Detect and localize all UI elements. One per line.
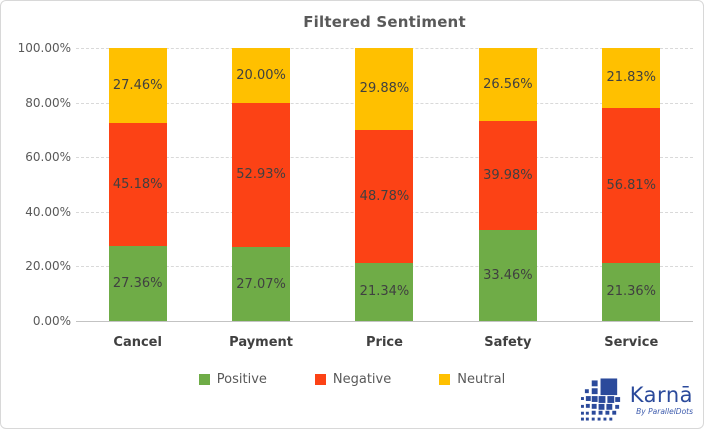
karna-logo: Karnā By ParallelDots xyxy=(580,377,693,423)
bar-segment-neutral[interactable]: 26.56% xyxy=(478,48,537,121)
y-axis-tick-label: 0.00% xyxy=(32,314,71,328)
x-axis: Cancel Payment Price Safety Service xyxy=(76,335,693,350)
legend-swatch-icon xyxy=(198,374,210,385)
bar-value-label: 27.46% xyxy=(112,78,163,93)
bar-value-label: 27.36% xyxy=(112,276,163,292)
bar-segment-negative[interactable]: 39.98% xyxy=(478,120,537,230)
brand-byline: By ParallelDots xyxy=(636,406,693,416)
legend-label: Neutral xyxy=(457,372,506,387)
legend-item-positive[interactable]: Positive xyxy=(198,372,267,387)
plot-area: 27.36% 45.18% 27.46% 27.07% 52.93% 20.00% 21.3… xyxy=(76,48,693,322)
y-axis-tick-label: 60.00% xyxy=(25,150,71,165)
y-axis-tick-label: 20.00% xyxy=(25,259,71,274)
chart-title: Filtered Sentiment xyxy=(303,13,466,31)
bar-value-label: 39.98% xyxy=(483,167,533,183)
y-axis-tick-label: 40.00% xyxy=(25,204,71,219)
bar-segment-positive[interactable]: 21.34% xyxy=(355,262,414,321)
bar-segment-negative[interactable]: 52.93% xyxy=(232,102,291,248)
bar-value-label: 56.81% xyxy=(606,177,657,193)
bar-value-label: 27.07% xyxy=(236,276,286,292)
y-axis-tick-label: 100.00% xyxy=(17,41,71,55)
bar-value-label: 21.83% xyxy=(606,70,657,86)
legend-label: Negative xyxy=(332,372,392,387)
legend-swatch-icon xyxy=(314,374,326,385)
bar-segment-positive[interactable]: 33.46% xyxy=(478,229,537,321)
legend-item-negative[interactable]: Negative xyxy=(314,372,392,387)
bar-segment-neutral[interactable]: 21.83% xyxy=(602,48,661,108)
x-axis-category-label: Price xyxy=(366,335,403,350)
legend-swatch-icon xyxy=(439,374,451,385)
brand-name: Karnā xyxy=(629,382,693,407)
gridline xyxy=(76,321,693,322)
bar-segment-negative[interactable]: 48.78% xyxy=(355,129,414,263)
x-axis-category-label: Cancel xyxy=(113,335,162,350)
bar-segment-neutral[interactable]: 27.46% xyxy=(108,48,167,123)
bar-segment-positive[interactable]: 21.36% xyxy=(602,262,661,321)
bar-column-cancel: 27.36% 45.18% 27.46% xyxy=(108,48,167,321)
bar-segment-positive[interactable]: 27.07% xyxy=(232,247,291,321)
y-axis-tick-label: 80.00% xyxy=(25,95,71,110)
bar-value-label: 48.78% xyxy=(359,188,410,204)
bar-value-label: 29.88% xyxy=(359,81,410,97)
bar-value-label: 45.18% xyxy=(112,177,163,193)
bar-column-price: 21.34% 48.78% 29.88% xyxy=(355,48,414,321)
bar-column-payment: 27.07% 52.93% 20.00% xyxy=(232,48,291,321)
karna-mosaic-icon xyxy=(580,378,620,421)
bar-series: 27.36% 45.18% 27.46% 27.07% 52.93% 20.00% 21.3… xyxy=(76,48,693,321)
bar-value-label: 21.34% xyxy=(359,284,410,300)
bar-segment-neutral[interactable]: 29.88% xyxy=(355,48,414,130)
x-axis-category-label: Payment xyxy=(229,335,293,350)
legend-item-neutral[interactable]: Neutral xyxy=(439,372,505,387)
bar-value-label: 20.00% xyxy=(236,67,286,83)
bar-value-label: 26.56% xyxy=(483,76,533,92)
bar-value-label: 33.46% xyxy=(483,267,533,283)
bar-value-label: 52.93% xyxy=(236,167,286,183)
bar-column-safety: 33.46% 39.98% 26.56% xyxy=(478,48,537,321)
bar-segment-positive[interactable]: 27.36% xyxy=(108,246,167,321)
bar-value-label: 21.36% xyxy=(606,284,657,300)
bar-segment-neutral[interactable]: 20.00% xyxy=(232,48,291,103)
x-axis-category-label: Safety xyxy=(484,335,532,350)
bar-segment-negative[interactable]: 56.81% xyxy=(602,107,661,263)
legend: Positive Negative Neutral xyxy=(1,372,703,387)
bar-segment-negative[interactable]: 45.18% xyxy=(108,122,167,247)
y-axis: 100.00% 80.00% 60.00% 40.00% 20.00% 0.00% xyxy=(7,41,71,328)
legend-label: Positive xyxy=(216,372,267,387)
bar-column-service: 21.36% 56.81% 21.83% xyxy=(602,48,661,321)
x-axis-category-label: Service xyxy=(604,335,659,350)
